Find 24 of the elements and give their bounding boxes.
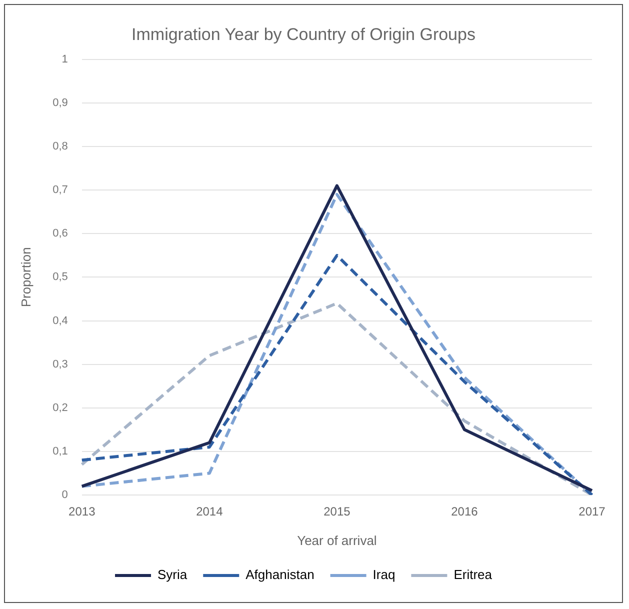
y-tick-label: 0,4 bbox=[52, 314, 68, 327]
x-tick-label: 2013 bbox=[68, 504, 96, 519]
y-tick-label: 1 bbox=[62, 53, 68, 66]
chart-title: Immigration Year by Country of Origin Groups bbox=[132, 24, 476, 44]
x-tick-label: 2014 bbox=[196, 504, 224, 519]
y-tick-label: 0,9 bbox=[52, 96, 68, 109]
x-tick-label: 2016 bbox=[451, 504, 478, 519]
legend-label: Iraq bbox=[372, 567, 396, 582]
legend-label: Afghanistan bbox=[246, 567, 314, 582]
legend-label: Syria bbox=[158, 567, 188, 582]
y-tick-label: 0,5 bbox=[52, 271, 68, 284]
y-axis-title: Proportion bbox=[18, 247, 34, 308]
x-axis-title: Year of arrival bbox=[297, 532, 377, 548]
line-series bbox=[80, 254, 594, 495]
y-tick-label: 0,6 bbox=[52, 228, 68, 240]
y-tick-label: 0,8 bbox=[52, 140, 68, 153]
y-tick-label: 0,3 bbox=[52, 358, 68, 370]
legend-label: Eritrea bbox=[454, 567, 493, 582]
y-tick-label: 0,1 bbox=[52, 445, 68, 458]
y-tick-label: 0,7 bbox=[52, 184, 68, 196]
y-tick-label: 0 bbox=[62, 489, 68, 502]
x-tick-label: 2015 bbox=[324, 504, 351, 519]
y-tick-label: 0,2 bbox=[52, 402, 68, 414]
x-tick-label: 2017 bbox=[578, 504, 606, 519]
